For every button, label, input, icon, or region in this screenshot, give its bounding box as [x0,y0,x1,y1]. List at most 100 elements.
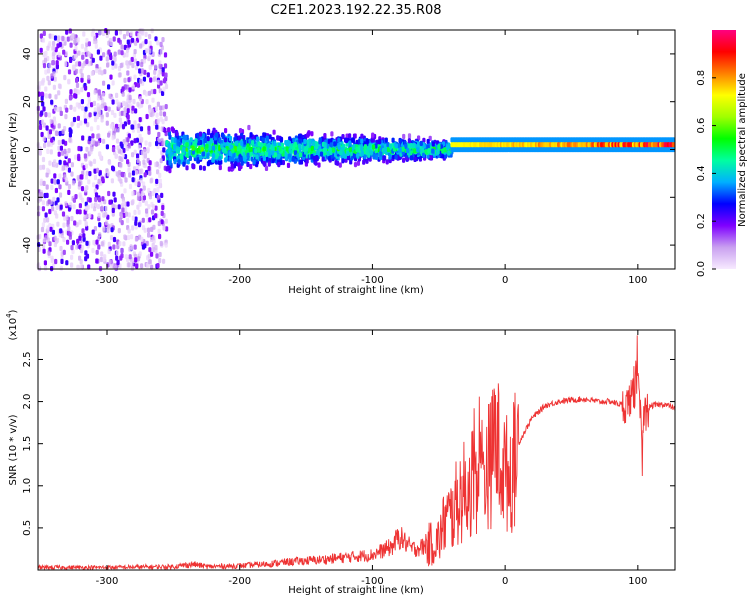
colorbar-label: Normalized spectral amplitude [737,73,748,227]
spectrum-cell [60,233,64,239]
spectrum-cell [77,50,81,56]
spectrum-cell [72,116,77,123]
spectrum-cell [179,154,184,160]
spectrum-cell [112,244,116,250]
spectrum-cell [363,144,367,150]
spectrum-cell [118,72,122,78]
spectrum-cell [105,220,109,226]
spectrum-cell [156,194,160,200]
snr-frame [37,329,676,571]
spectrum-cell [62,222,66,228]
spectrum-cell [98,171,102,177]
spectrum-cell [69,129,73,135]
spectrum-cell [224,128,228,134]
spectrum-cell [248,138,252,144]
spectrum-cell [116,171,120,177]
spectrum-cell [146,72,150,78]
spectrum-cell [118,29,122,35]
spectrum-cell [148,160,152,166]
spectrum-cell [402,157,406,163]
spectrum-cell [382,155,386,161]
spectrum-cell [49,118,53,124]
spectrum-cell [40,91,44,97]
spectrum-cell [148,247,152,253]
spectrum-cell [70,162,74,168]
spectrum-cell [165,226,169,232]
spectrum-cell [157,69,161,75]
spectrum-cell [55,60,59,66]
spectrum-cell [351,137,355,143]
spectrum-cell [44,212,48,218]
spectrum-cell [62,49,66,55]
spectrum-cell [46,45,50,51]
spectrum-cell [121,86,125,92]
spectrum-cell [310,154,314,160]
spectrum-cell [125,47,130,53]
spectrum-cell [326,151,330,157]
colorbar-tick-label: 0.0 [696,261,707,277]
spectrum-cell [136,128,141,134]
spectrum-cell [87,74,91,81]
spectrum-cell [57,52,61,58]
spectrum-cell [84,187,88,193]
spectrum-cell [70,254,74,260]
spectrum-cell [365,158,369,164]
spectrum-cell [188,155,192,161]
spectrum-cell [98,222,102,228]
spectrum-cell [65,214,69,221]
spectrum-cell [156,79,161,85]
spectrum-cell [86,92,91,98]
spectrum-cell [147,259,151,265]
spectrum-cell [291,156,295,162]
spectrum-cell [48,160,52,166]
spectrum-cell [79,120,83,126]
spectrum-cell [91,229,95,235]
spectrum-cell [118,241,122,247]
spectrum-cell [78,192,82,198]
spectrum-cell [162,147,166,153]
spectrum-cell [92,100,96,106]
spectrum-cell [312,155,317,161]
spectrum-cell [42,30,46,36]
spectrum-cell [88,197,92,203]
spectrum-cell [206,161,210,167]
spectrum-cell [105,32,109,39]
spectrum-cell [413,156,417,162]
spectrum-cell [84,106,88,112]
spectrum-cell [46,148,50,154]
spectrum-cell [233,145,237,151]
spectrum-cell [62,249,66,255]
spectrum-cell [112,236,117,243]
spectrum-cell [105,112,109,118]
spectrum-cell [104,105,108,111]
snr-x-tick-label: 0 [502,576,508,587]
spectrum-cell [133,49,137,55]
spectrum-cell [120,110,124,116]
spectrum-cell [159,111,163,117]
spectrum-cell [363,153,367,159]
spectrum-cell [370,150,374,156]
spectrum-cell [211,153,216,159]
spectrum-cell [130,124,134,130]
snr-x-tick-label: -200 [228,576,251,587]
spectrum-cell [437,144,441,150]
spectrum-cell [88,136,92,142]
spectrum-cell [136,195,141,201]
spectrum-cell [119,141,123,147]
spectrum-cell [120,171,124,177]
spectrum-cell [341,134,345,140]
spectrum-cell [126,39,130,45]
spectrum-cell [137,123,141,129]
spectrum-cell [140,61,144,68]
spectrum-cell [78,209,82,215]
spectrogram-y-tick-label: 20 [22,95,33,108]
spectrum-cell [352,133,357,139]
spectrum-cell [90,126,94,132]
spectrum-cell [110,41,114,47]
spectrum-cell [429,155,433,161]
spectrum-cell [55,64,59,70]
snr-y-ticks: 0.5 1.0 1.5 2.0 2.5 [22,352,675,536]
spectrum-cell [68,95,73,101]
spectrum-cell [53,179,57,185]
spectrum-cell [306,132,310,138]
